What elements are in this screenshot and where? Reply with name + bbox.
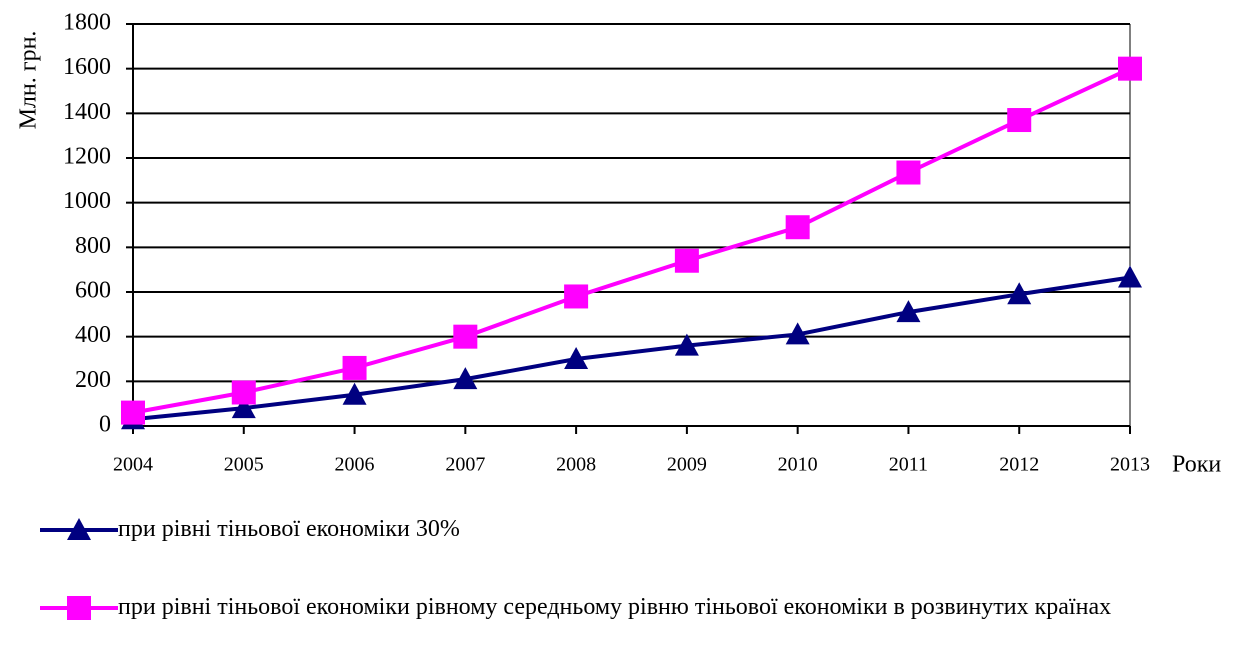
y-tick-label: 1400 [63,99,111,125]
x-tick-label: 2010 [778,454,818,476]
marker [564,347,589,369]
marker [67,518,91,540]
marker [785,322,810,345]
y-tick-label: 200 [75,367,111,393]
marker [896,160,921,185]
chart: Млн. грн. Роки 0 200 400 600 800 1000 1200 1400… [16,10,1222,478]
marker [674,333,699,356]
marker [342,355,367,380]
marker [674,248,699,273]
x-tick-label: 2008 [556,454,596,476]
marker [1118,56,1142,81]
y-tick-label: 600 [75,278,111,304]
marker [1118,265,1142,288]
marker [67,596,91,620]
x-tick-label: 2009 [667,454,707,476]
marker [231,380,256,405]
x-tick-label: 2011 [889,454,928,476]
y-tick-label: 0 [99,412,111,438]
y-tick-label: 400 [75,322,111,348]
x-axis-label: Роки [1172,452,1221,478]
x-tick-label: 2012 [999,454,1039,476]
series-line [132,66,1131,415]
y-tick-label: 1600 [63,54,111,80]
y-tick-label: 800 [75,233,111,259]
x-tick-label: 2013 [1110,454,1150,476]
legend-label: при рівні тіньової економіки 30% [118,516,460,542]
series-line [132,275,1131,422]
legend-swatch [40,518,118,540]
y-axis-label: Млн. грн. [16,31,42,130]
y-tick-label: 1800 [63,10,111,36]
marker [453,367,478,390]
legend-label: при рівні тіньової економіки рівному сер… [118,594,1112,620]
marker [785,215,810,240]
marker [1007,282,1032,305]
x-tick-label: 2004 [113,454,153,476]
marker [342,382,367,405]
marker [564,284,589,309]
x-tick-label: 2007 [445,454,485,476]
y-tick-label: 1200 [63,144,111,170]
y-tick-label: 1000 [63,188,111,214]
legend-swatch [40,596,118,620]
x-tick-label: 2005 [224,454,264,476]
marker [1007,108,1032,133]
marker [453,324,478,349]
marker [896,300,921,323]
x-tick-label: 2006 [335,454,375,476]
marker [231,396,256,419]
legend-item: при рівні тіньової економіки 30% [40,514,1200,544]
marker [121,400,145,425]
legend-item: при рівні тіньової економіки рівному сер… [40,592,1200,622]
